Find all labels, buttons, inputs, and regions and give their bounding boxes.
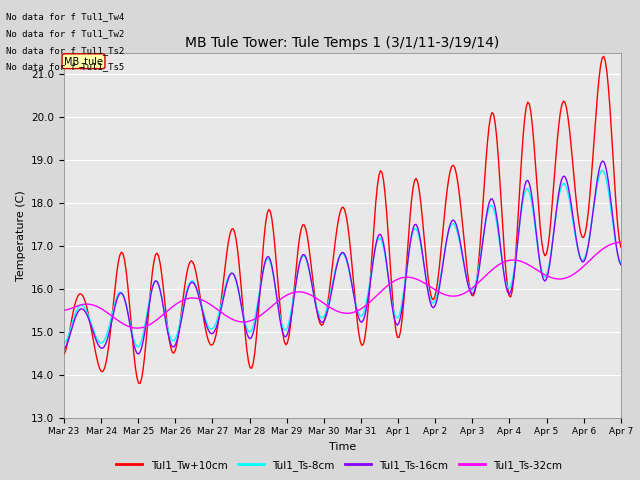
Legend: Tul1_Tw+10cm, Tul1_Ts-8cm, Tul1_Ts-16cm, Tul1_Ts-32cm: Tul1_Tw+10cm, Tul1_Ts-8cm, Tul1_Ts-16cm,…	[112, 456, 566, 475]
Text: No data for f Tul1_Tw2: No data for f Tul1_Tw2	[6, 29, 125, 38]
Text: No data for f Tul1_Tw4: No data for f Tul1_Tw4	[6, 12, 125, 21]
Text: No data for f Tul1_Ts2: No data for f Tul1_Ts2	[6, 46, 125, 55]
Title: MB Tule Tower: Tule Temps 1 (3/1/11-3/19/14): MB Tule Tower: Tule Temps 1 (3/1/11-3/19…	[185, 36, 500, 50]
Y-axis label: Temperature (C): Temperature (C)	[15, 190, 26, 281]
Text: MB_tule: MB_tule	[64, 56, 103, 67]
X-axis label: Time: Time	[329, 442, 356, 452]
Text: No data for f Tul1_Ts5: No data for f Tul1_Ts5	[6, 62, 125, 72]
